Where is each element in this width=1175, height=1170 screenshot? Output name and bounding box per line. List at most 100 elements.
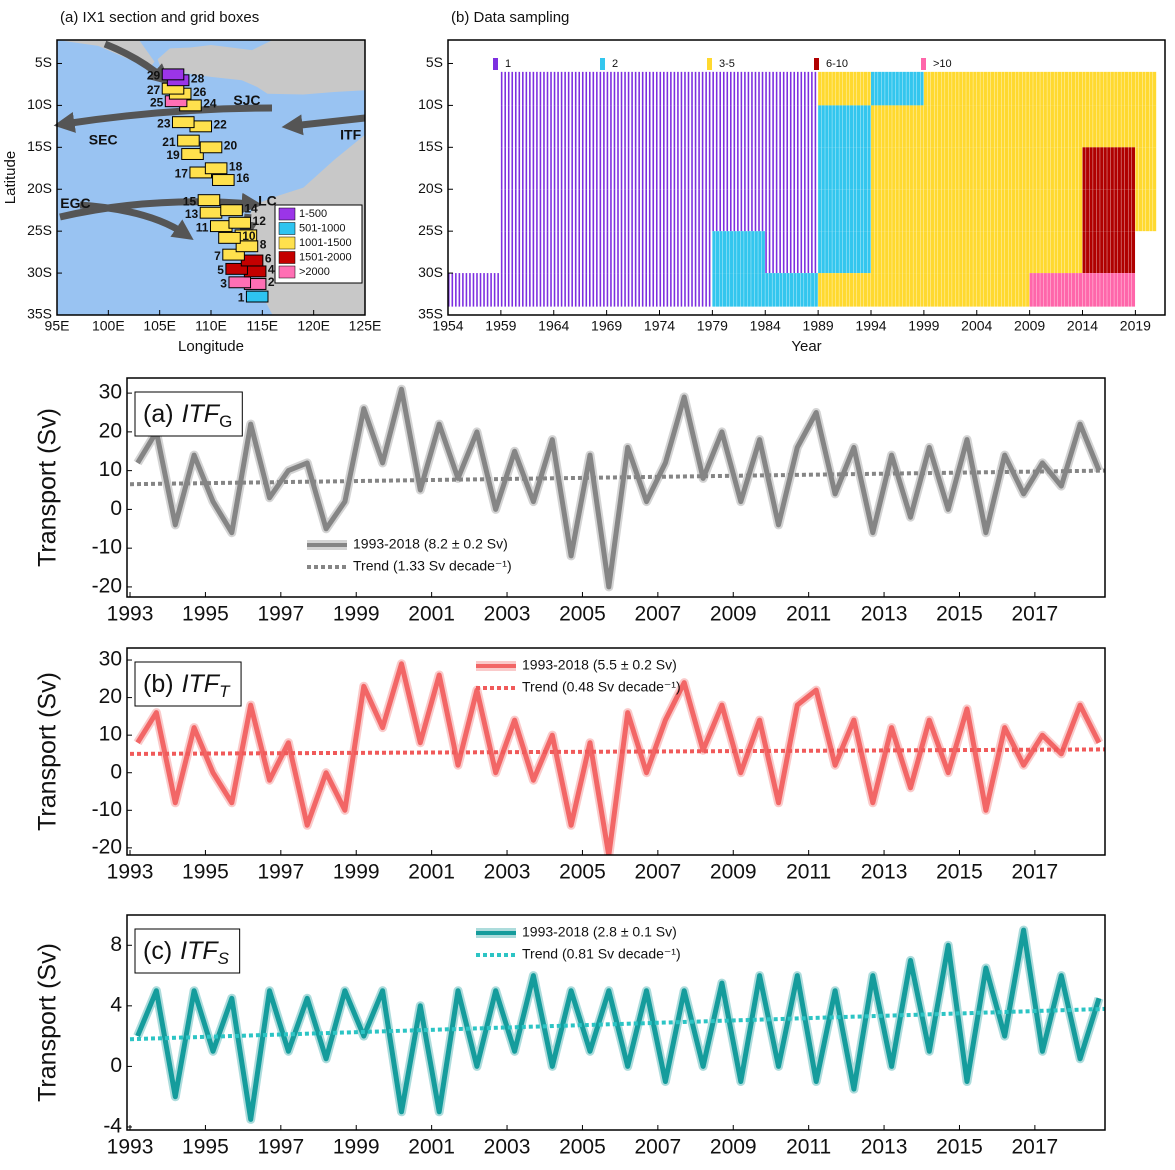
- sample-stripe: [994, 105, 998, 148]
- sample-stripe: [800, 147, 803, 190]
- sample-stripe: [863, 273, 868, 307]
- sample-stripe: [906, 189, 910, 232]
- sample-stripe: [839, 147, 843, 190]
- sample-stripe: [1124, 105, 1128, 148]
- sample-stripe: [610, 71, 612, 106]
- sample-stripe: [613, 71, 616, 106]
- sample-cell: [1135, 105, 1157, 148]
- sample-stripe: [546, 105, 549, 148]
- sample-stripe: [1086, 231, 1090, 274]
- sample-stripe: [796, 147, 799, 190]
- sample-stripe: [990, 273, 995, 307]
- sample-stripe: [1089, 105, 1093, 148]
- legend-label: 1501-2000: [299, 251, 352, 263]
- sample-stripe: [821, 189, 825, 232]
- sample-stripe: [835, 147, 839, 190]
- sample-stripe: [507, 231, 510, 274]
- sample-stripe: [1096, 273, 1100, 307]
- box-label: 16: [236, 171, 250, 185]
- sample-stripe: [525, 71, 528, 106]
- legend-label: Trend (1.33 Sv decade⁻¹): [353, 558, 512, 574]
- sample-stripe: [1064, 273, 1069, 307]
- sample-stripe: [853, 231, 857, 274]
- sample-stripe: [1075, 189, 1079, 232]
- sample-stripe: [828, 273, 832, 307]
- sample-stripe: [796, 273, 801, 307]
- sample-stripe: [966, 71, 970, 106]
- y-tick-label: 10: [99, 458, 122, 481]
- sample-cell: [871, 273, 924, 307]
- sample-stripe: [1061, 105, 1065, 148]
- sample-stripe: [1086, 273, 1090, 307]
- sample-stripe: [1054, 189, 1058, 232]
- sample-stripe: [772, 71, 774, 106]
- sample-stripe: [899, 231, 903, 274]
- sample-stripe: [1078, 231, 1083, 274]
- sample-stripe: [1117, 71, 1121, 106]
- sample-stripe: [1145, 147, 1150, 190]
- x-tick-label: 95E: [45, 318, 70, 334]
- sample-stripe: [1110, 231, 1114, 274]
- sample-stripe: [606, 71, 609, 106]
- sample-stripe: [666, 71, 669, 106]
- sample-stripe: [923, 147, 928, 190]
- sample-stripe: [969, 273, 973, 307]
- sample-stripe: [1096, 231, 1100, 274]
- sample-stripe: [1089, 147, 1093, 190]
- sample-stripe: [973, 231, 977, 274]
- y-tick-label: 8: [110, 933, 122, 956]
- sample-stripe: [536, 147, 538, 190]
- sample-stripe: [652, 71, 655, 106]
- sample-stripe: [871, 71, 875, 106]
- box-label: 1: [238, 291, 245, 305]
- sample-stripe: [560, 71, 563, 106]
- sample-stripe: [1135, 71, 1139, 106]
- legend-swatch: [921, 58, 926, 70]
- sample-stripe: [479, 273, 482, 307]
- sample-stripe: [691, 231, 693, 274]
- plot-frame: [126, 647, 1106, 856]
- sample-stripe: [1135, 147, 1139, 190]
- sample-stripe: [737, 231, 741, 274]
- sample-stripe: [617, 273, 619, 307]
- sample-stripe: [1061, 231, 1065, 274]
- panel-label-name: ITF: [180, 937, 219, 965]
- sample-stripe: [775, 147, 778, 190]
- sample-stripe: [557, 231, 559, 274]
- sample-stripe: [610, 189, 612, 232]
- x-tick-label: 1994: [855, 318, 886, 334]
- sample-stripe: [1054, 105, 1058, 148]
- box-label: 7: [214, 249, 221, 263]
- sample-stripe: [698, 273, 700, 307]
- sample-stripe: [895, 147, 899, 190]
- sample-stripe: [983, 147, 987, 190]
- sample-stripe: [952, 105, 956, 148]
- sample-stripe: [786, 147, 788, 190]
- sample-stripe: [730, 189, 732, 232]
- y-tick-label: 20S: [418, 180, 443, 196]
- sample-stripe: [983, 231, 987, 274]
- current-label: LC: [258, 193, 277, 209]
- sample-stripe: [687, 71, 690, 106]
- sample-stripe: [1029, 189, 1033, 232]
- sample-stripe: [994, 189, 998, 232]
- sample-stripe: [726, 71, 729, 106]
- sample-stripe: [500, 273, 503, 307]
- sample-stripe: [927, 71, 931, 106]
- sample-stripe: [567, 71, 570, 106]
- sample-stripe: [648, 105, 651, 148]
- x-tick-label: 110E: [195, 318, 227, 334]
- x-tick-label: 1995: [182, 602, 229, 625]
- sample-cell: [659, 273, 711, 307]
- sample-stripe: [800, 273, 804, 307]
- sample-stripe: [761, 105, 764, 148]
- sample-cell: [659, 231, 711, 274]
- sample-stripe: [677, 189, 679, 232]
- sample-stripe: [1054, 231, 1058, 274]
- sample-stripe: [871, 105, 875, 148]
- sample-stripe: [578, 231, 581, 274]
- sample-stripe: [804, 147, 806, 190]
- sample-stripe: [606, 105, 609, 148]
- sample-stripe: [1015, 105, 1019, 148]
- sample-stripe: [1138, 147, 1143, 190]
